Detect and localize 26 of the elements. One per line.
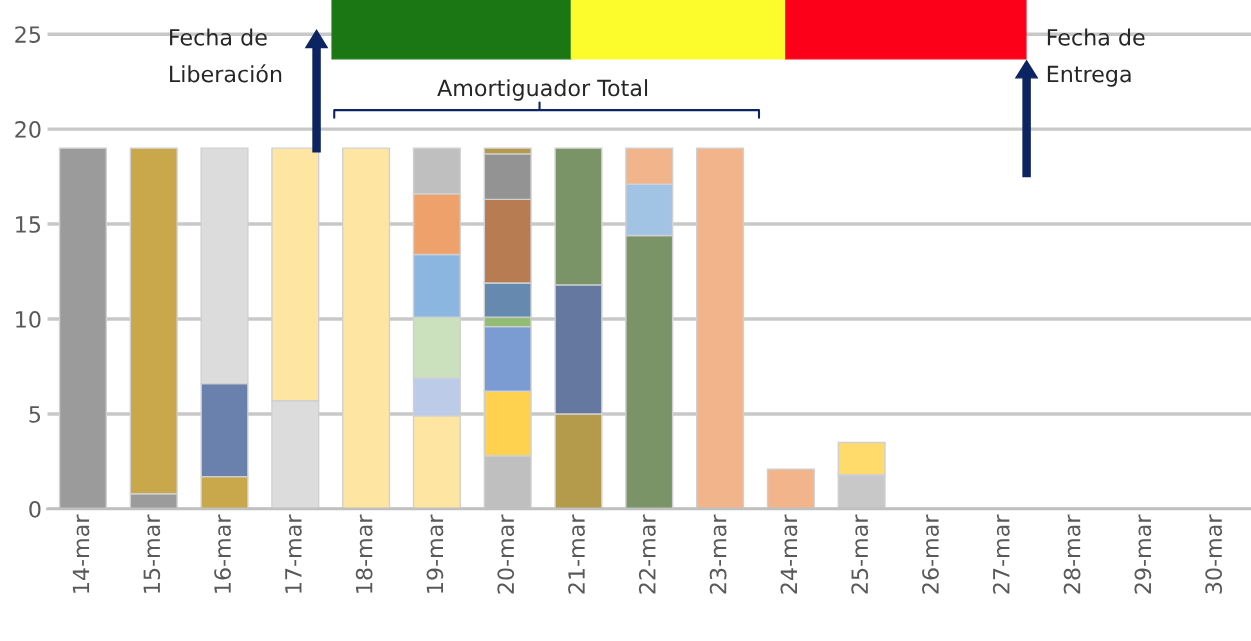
y-tick-label: 25 bbox=[15, 26, 41, 43]
x-tick-label: 18-mar bbox=[355, 514, 373, 593]
y-tick-label: 10 bbox=[16, 311, 41, 328]
x-tick-label: 16-mar bbox=[214, 514, 231, 593]
y-tick-label: 0 bbox=[29, 500, 41, 518]
annotation: Fecha de Liberación bbox=[170, 28, 282, 83]
x-tick-label: 30-mar bbox=[1205, 514, 1223, 594]
y-tick-label: 5 bbox=[29, 406, 41, 423]
annotation: Fecha de Entrega bbox=[1047, 28, 1145, 87]
y-tick-label: 20 bbox=[15, 121, 41, 138]
annotation: Amortiguador Total bbox=[437, 79, 648, 101]
x-tick-label: 14-mar bbox=[72, 514, 90, 593]
x-tick-label: 23-mar bbox=[709, 514, 727, 594]
x-tick-label: 24-mar bbox=[780, 514, 798, 594]
x-tick-label: 21-mar bbox=[568, 514, 585, 594]
x-tick-label: 29-mar bbox=[1134, 514, 1152, 594]
x-tick-label: 25-mar bbox=[851, 514, 869, 594]
x-tick-label: 15-mar bbox=[143, 514, 161, 593]
x-tick-label: 19-mar bbox=[426, 514, 444, 593]
x-tick-label: 28-mar bbox=[1063, 514, 1081, 594]
x-tick-label: 20-mar bbox=[497, 514, 515, 594]
x-tick-label: 17-mar bbox=[285, 514, 302, 593]
x-tick-label: 26-mar bbox=[922, 514, 939, 594]
y-tick-label: 15 bbox=[16, 216, 41, 233]
x-tick-label: 22-mar bbox=[638, 514, 656, 594]
x-tick-label: 27-mar bbox=[992, 514, 1010, 594]
